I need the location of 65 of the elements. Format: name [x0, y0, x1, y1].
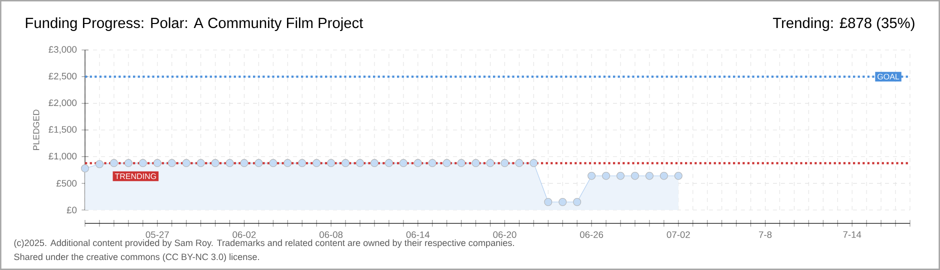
- y-tick-label: £2,500: [48, 72, 77, 81]
- y-tick-label: £2,000: [48, 99, 77, 108]
- x-tick-label: 06-14: [406, 231, 430, 238]
- x-tick-label: 06-02: [232, 231, 256, 238]
- point: [384, 159, 393, 168]
- y-tick-label: £0: [66, 206, 77, 214]
- point: [588, 172, 596, 180]
- point: [457, 159, 466, 168]
- x-tick-label: 06-08: [319, 231, 343, 238]
- point: [226, 159, 234, 168]
- point: [558, 198, 567, 206]
- point: [124, 159, 132, 168]
- point: [515, 159, 524, 168]
- ref-line-label: TRENDING: [114, 173, 156, 180]
- point: [138, 159, 147, 168]
- y-tick-label: £1,500: [48, 126, 77, 134]
- point: [284, 159, 292, 168]
- point: [342, 159, 350, 168]
- point: [81, 164, 90, 172]
- x-tick-label: 7-14: [843, 231, 862, 238]
- x-tick-label: 7-8: [758, 231, 772, 238]
- y-tick-label: £1,000: [48, 152, 77, 161]
- point: [182, 159, 190, 168]
- y-tick-label: £3,000: [48, 46, 77, 54]
- point: [95, 160, 104, 168]
- point: [674, 172, 682, 180]
- point: [110, 159, 118, 168]
- point: [660, 172, 668, 180]
- point: [602, 172, 610, 180]
- chart-title: Funding Progress: Polar: A Community Film Project: [26, 17, 364, 32]
- point: [399, 159, 408, 168]
- point: [240, 159, 248, 168]
- point: [428, 159, 436, 168]
- point: [414, 159, 422, 168]
- chart-subtitle: Trending: £878 (35%): [772, 17, 914, 32]
- point: [254, 159, 263, 168]
- x-tick-label: 05-27: [146, 231, 169, 238]
- point: [486, 159, 494, 168]
- point: [645, 172, 654, 180]
- point: [573, 198, 582, 206]
- point: [356, 159, 364, 168]
- ref-line-label: GOAL: [878, 74, 900, 80]
- y-axis-title: PLEDGED: [33, 110, 40, 150]
- x-tick-label: 06-20: [493, 231, 516, 238]
- point: [211, 159, 220, 168]
- point: [544, 198, 552, 206]
- point: [370, 159, 378, 168]
- x-tick-label: 07-02: [666, 231, 690, 238]
- text: (c)2025. Additional content provided by Sam Roy. Trademarks and related content are owned by their respective companies.: [14, 239, 514, 248]
- x-tick-label: 06-26: [580, 231, 604, 238]
- point: [298, 159, 306, 168]
- point: [442, 159, 451, 168]
- point: [153, 159, 162, 168]
- point: [500, 159, 509, 168]
- point: [327, 159, 336, 168]
- point: [616, 172, 625, 180]
- point: [530, 159, 538, 168]
- point: [269, 159, 278, 168]
- point: [472, 159, 480, 168]
- text: Shared under the creative commons (CC BY-NC 3.0) license.: [14, 253, 259, 262]
- point: [630, 172, 639, 180]
- point: [312, 159, 321, 168]
- y-tick-label: £500: [56, 180, 77, 187]
- point: [196, 159, 205, 168]
- point: [168, 159, 176, 168]
